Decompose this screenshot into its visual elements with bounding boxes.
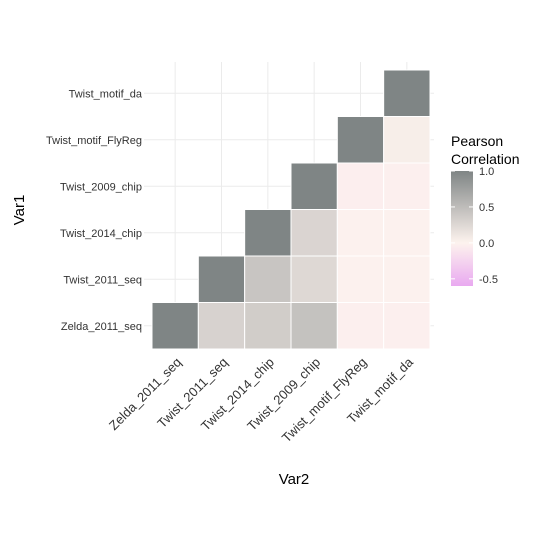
- heatmap-cell: [383, 255, 431, 303]
- legend-tick-label: 1.0: [479, 166, 494, 178]
- heatmap-cell: [383, 116, 431, 164]
- x-axis-title: Var2: [279, 471, 310, 488]
- legend: Pearson Correlation 1.0 0.5 0.0 -0.5: [451, 133, 519, 286]
- y-tick-label: Twist_2014_chip: [60, 228, 142, 240]
- heatmap-cell: [336, 162, 385, 210]
- y-tick-label: Zelda_2011_seq: [61, 321, 142, 333]
- heatmap-cell: [383, 209, 431, 257]
- x-tick-label: Twist_motif_FlyReg: [279, 355, 370, 446]
- heatmap-cell: [290, 209, 338, 257]
- heatmap-cell: [151, 302, 199, 350]
- y-tick-label: Twist_2011_seq: [63, 274, 142, 286]
- legend-color-bar: [451, 171, 473, 286]
- heatmap-cell: [244, 255, 292, 303]
- heatmap-cell: [290, 255, 338, 303]
- y-tick-label: Twist_motif_da: [69, 88, 143, 100]
- x-axis-ticks: Zelda_2011_seqTwist_2011_seqTwist_2014_c…: [106, 354, 417, 445]
- heatmap-cell: [383, 302, 431, 350]
- heatmap-cell: [197, 302, 246, 350]
- heatmap-cell: [244, 209, 292, 257]
- y-tick-label: Twist_2009_chip: [60, 181, 142, 193]
- legend-tick-label: -0.5: [479, 274, 498, 286]
- legend-tick-label: 0.5: [479, 202, 494, 214]
- heatmap-cell: [197, 255, 246, 303]
- heatmap-cell: [290, 162, 338, 210]
- legend-title-line-2: Correlation: [451, 151, 519, 167]
- legend-tick-label: 0.0: [479, 238, 494, 250]
- legend-ticks: 1.0 0.5 0.0 -0.5: [451, 166, 498, 286]
- heatmap-cell: [336, 116, 385, 164]
- legend-title-line-1: Pearson: [451, 133, 503, 149]
- heatmap-cell: [383, 162, 431, 210]
- heatmap-cell: [244, 302, 292, 350]
- heatmap-cell: [336, 209, 385, 257]
- y-tick-label: Twist_motif_FlyReg: [46, 135, 142, 147]
- heatmap-cell: [336, 302, 385, 350]
- y-axis-title: Var1: [11, 195, 28, 226]
- heatmap-cell: [336, 255, 385, 303]
- heatmap-tiles: [151, 69, 431, 350]
- y-axis-ticks: Zelda_2011_seq Twist_2011_seq Twist_2014_c…: [46, 88, 143, 333]
- heatmap-cell: [290, 302, 338, 350]
- heatmap-cell: [383, 69, 431, 117]
